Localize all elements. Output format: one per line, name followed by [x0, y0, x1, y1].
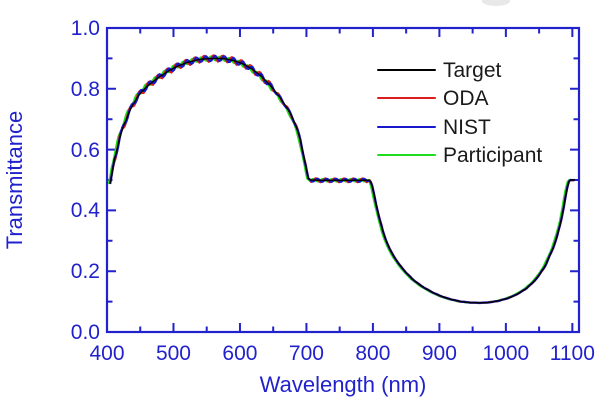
- cropped-text-artifact: [482, 0, 510, 6]
- y-tick-label: 0.0: [70, 321, 100, 344]
- y-tick-label: 0.6: [70, 138, 100, 162]
- series-curve-target: [109, 57, 575, 304]
- x-tick-label: 900: [421, 342, 457, 365]
- legend-label: Participant: [443, 143, 543, 167]
- x-tick-label: 700: [288, 342, 324, 365]
- x-tick-label: 500: [155, 342, 191, 365]
- legend-label: Target: [443, 59, 502, 82]
- series-curve-oda: [109, 54, 576, 305]
- y-tick-label: 0.4: [70, 199, 100, 223]
- x-tick-label: 800: [355, 342, 391, 365]
- x-axis-title: Wavelength (nm): [259, 372, 427, 397]
- x-tick-label: 1100: [549, 342, 595, 365]
- y-axis-title: Transmittance: [2, 110, 27, 250]
- x-tick-label: 1000: [482, 342, 530, 365]
- legend-label: NIST: [443, 115, 491, 139]
- legend-swatch-participant: [377, 153, 436, 156]
- curves-group: [108, 54, 576, 305]
- x-tick-label: 600: [222, 342, 258, 365]
- y-tick-label: 1.0: [70, 17, 100, 40]
- x-tick-label: 400: [89, 342, 125, 365]
- legend-swatch-target: [377, 69, 436, 71]
- legend-swatch-oda: [377, 97, 436, 100]
- plot-frame: [105, 26, 581, 334]
- legend-swatch-nist: [377, 125, 436, 128]
- y-tick-label: 0.2: [70, 260, 100, 284]
- legend-label: ODA: [443, 87, 489, 111]
- y-tick-label: 0.8: [70, 77, 100, 101]
- series-curve-nist: [109, 54, 576, 305]
